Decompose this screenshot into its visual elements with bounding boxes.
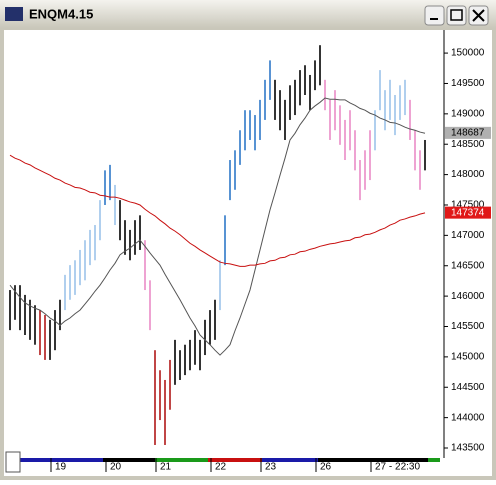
price-tag-label: 147374 xyxy=(451,207,485,218)
strip-segment xyxy=(208,458,262,462)
y-tick-label: 147500 xyxy=(451,200,485,211)
y-tick-label: 144500 xyxy=(451,382,485,393)
strip-segment xyxy=(155,458,208,462)
y-tick-label: 145000 xyxy=(451,352,485,363)
x-tick-label: 23 xyxy=(265,462,277,473)
x-tick-label: 27 - 22:30 xyxy=(375,462,420,473)
scroll-box[interactable] xyxy=(5,451,21,473)
strip-segment xyxy=(318,458,428,462)
x-tick-label: 26 xyxy=(320,462,332,473)
y-tick-label: 144000 xyxy=(451,412,485,423)
price-tag xyxy=(445,206,491,219)
y-tick-label: 147000 xyxy=(451,230,485,241)
window-icon xyxy=(5,7,23,21)
strip-segment xyxy=(262,458,318,462)
y-tick-label: 149000 xyxy=(451,108,485,119)
strip-segment xyxy=(103,458,155,462)
y-tick-label: 146000 xyxy=(451,291,485,302)
x-tick-label: 21 xyxy=(160,462,172,473)
moving-average xyxy=(9,154,426,267)
window-buttons[interactable] xyxy=(424,5,489,26)
plot: 143500 144000 144500 145000 145500 146000 1465… xyxy=(9,45,491,473)
client-area xyxy=(4,30,492,476)
y-tick-label: 143500 xyxy=(451,443,485,454)
y-tick-label: 150000 xyxy=(451,48,485,59)
maximize-icon xyxy=(450,9,463,21)
y-tick-label: 145500 xyxy=(451,321,485,332)
price-tag-label: 148687 xyxy=(451,128,485,139)
y-tick-label: 149500 xyxy=(451,78,485,89)
y-tick-label: 148500 xyxy=(451,139,485,150)
title-bar xyxy=(0,0,496,28)
strip-segment xyxy=(20,458,103,462)
time-strip xyxy=(20,458,440,462)
y-tick-label: 148000 xyxy=(451,169,485,180)
x-tick-label: 22 xyxy=(215,462,227,473)
moving-average xyxy=(9,97,426,356)
maximize-button[interactable] xyxy=(446,5,467,26)
y-tick-label: 146500 xyxy=(451,260,485,271)
close-icon xyxy=(472,9,485,22)
x-tick-label: 20 xyxy=(110,462,122,473)
x-tick-label: 19 xyxy=(55,462,67,473)
price-tag xyxy=(445,126,491,139)
chart-title: ENQM4.15 xyxy=(29,6,93,21)
strip-segment xyxy=(428,458,440,462)
minimize-button[interactable] xyxy=(424,5,445,26)
